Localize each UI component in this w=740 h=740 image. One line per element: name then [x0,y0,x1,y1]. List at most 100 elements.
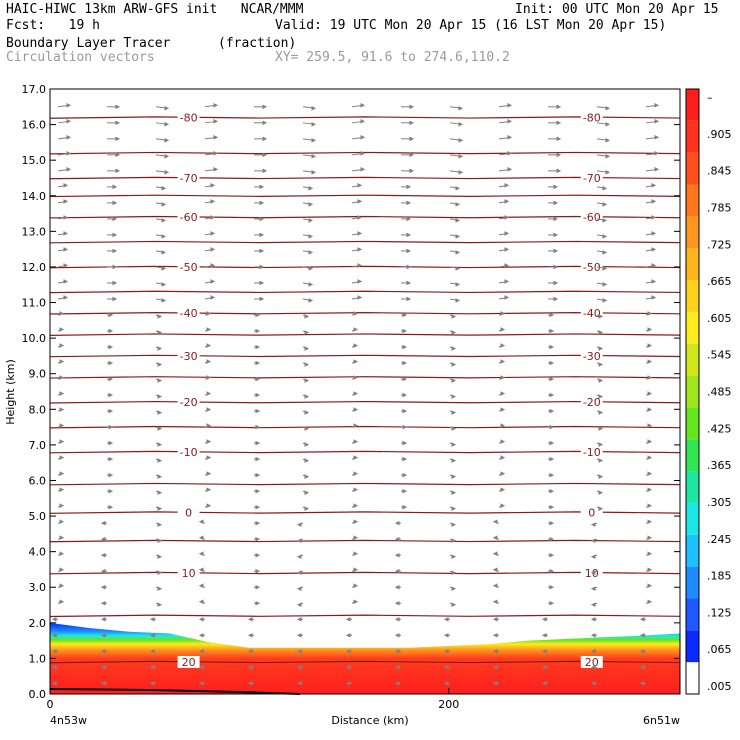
vector-arrowhead [66,151,72,156]
vector-arrowhead [598,378,604,383]
vector-arrowhead [66,102,72,108]
vector-arrowhead [402,328,408,334]
vector-arrowhead [598,330,604,335]
vector-arrowhead [500,327,506,332]
colorbar-swatch [686,248,699,281]
vector-arrowhead [51,632,57,638]
colorbar-label: .305 [707,496,732,509]
vector-arrowhead [651,199,657,204]
vector-arrowhead [353,583,359,589]
vector-arrowhead [492,632,498,638]
vector-arrowhead [651,247,657,252]
vector-arrowhead [206,375,212,380]
isotherm-line [49,376,681,379]
vector-arrowhead [157,314,163,319]
vector-arrowhead [51,616,57,622]
vector-arrowhead [500,375,506,380]
isotherm-label: 0 [588,507,595,520]
colorbar-swatch [686,120,699,153]
vector-arrowhead [259,280,265,286]
vector-arrowhead [602,298,608,303]
vector-arrowhead [345,648,351,654]
vector-arrowhead [394,536,400,542]
vector-arrowhead [549,344,555,350]
isotherm-label: -60 [583,211,601,224]
vector-arrowhead [353,487,359,492]
vector-arrowhead [492,664,498,670]
vector-arrowhead [500,311,506,316]
vector-arrowhead [206,359,212,364]
y-tick-label: 16.0 [22,119,47,132]
isotherm-label: -30 [180,350,198,363]
vector-arrowhead [304,362,310,367]
vector-arrowhead [357,199,363,204]
vector-arrowhead [651,215,657,220]
colorbar-swatch [686,184,699,217]
vector-arrowhead [605,138,611,143]
vector-arrowhead [647,327,653,332]
vector-arrowhead [451,554,457,560]
vector-arrowhead [59,535,65,541]
vector-arrowhead [647,407,653,412]
vector-arrowhead [210,183,216,188]
xy-label: XY= 259.5, 91.6 to 274.6,110.2 [275,50,510,65]
vector-arrowhead [296,664,302,670]
vector-arrowhead [651,279,657,284]
vector-arrowhead [504,263,510,268]
vector-arrowhead [296,616,302,622]
vector-arrowhead [451,602,457,608]
isotherm-label: -70 [583,172,601,185]
vector-arrowhead [492,599,498,605]
vector-arrowhead [255,536,261,542]
vector-arrowhead [541,664,547,670]
vector-arrowhead [360,135,366,140]
vector-arrowhead [206,487,212,492]
vector-arrowhead [59,519,65,524]
vector-arrowhead [353,439,359,444]
vector-arrowhead [149,616,155,622]
boundary-layer-tracer-fill [50,622,680,694]
vector-arrowhead [451,330,457,335]
y-tick-label: 4.0 [29,546,47,559]
vector-arrowhead [541,616,547,622]
vector-arrowhead [549,376,555,382]
vector-arrowhead [353,567,359,573]
vector-arrowhead [63,183,69,188]
vector-arrowhead [149,648,155,654]
vector-arrowhead [63,231,69,236]
vector-arrowhead [357,183,363,188]
vector-arrowhead [455,234,461,239]
vector-arrowhead [556,120,562,126]
isotherm-label: -10 [583,446,601,459]
vector-arrowhead [409,104,415,110]
vector-arrowhead [500,455,506,460]
vector-arrowhead [100,536,106,542]
vector-arrowhead [353,599,359,605]
field-units: (fraction) [218,36,297,51]
vector-arrowhead [406,248,412,254]
colorbar-label: .845 [707,165,732,178]
vector-arrowhead [647,359,653,364]
vector-arrowhead [63,215,69,220]
x-axis-label: Distance (km) [331,714,408,727]
colorbar-swatch [686,566,699,599]
vector-arrowhead [296,522,302,527]
vector-arrowhead [647,535,653,541]
vector-arrowhead [345,632,351,638]
vector-arrowhead [602,282,608,287]
vector-arrowhead [590,664,596,670]
colorbar-label: .245 [707,533,732,546]
vector-arrowhead [647,519,653,524]
vector-arrowhead [549,360,555,366]
vector-arrowhead [357,247,363,252]
vector-arrowhead [504,247,510,252]
vector-arrowhead [492,551,498,557]
vector-arrowhead [451,538,457,544]
field-name: Boundary Layer Tracer [6,36,171,51]
vector-arrowhead [443,616,449,622]
vector-arrowhead [311,154,317,159]
vector-arrowhead [259,296,265,302]
vector-arrowhead [308,250,314,255]
vector-arrowhead [451,426,457,431]
colorbar-label: .185 [707,570,732,583]
